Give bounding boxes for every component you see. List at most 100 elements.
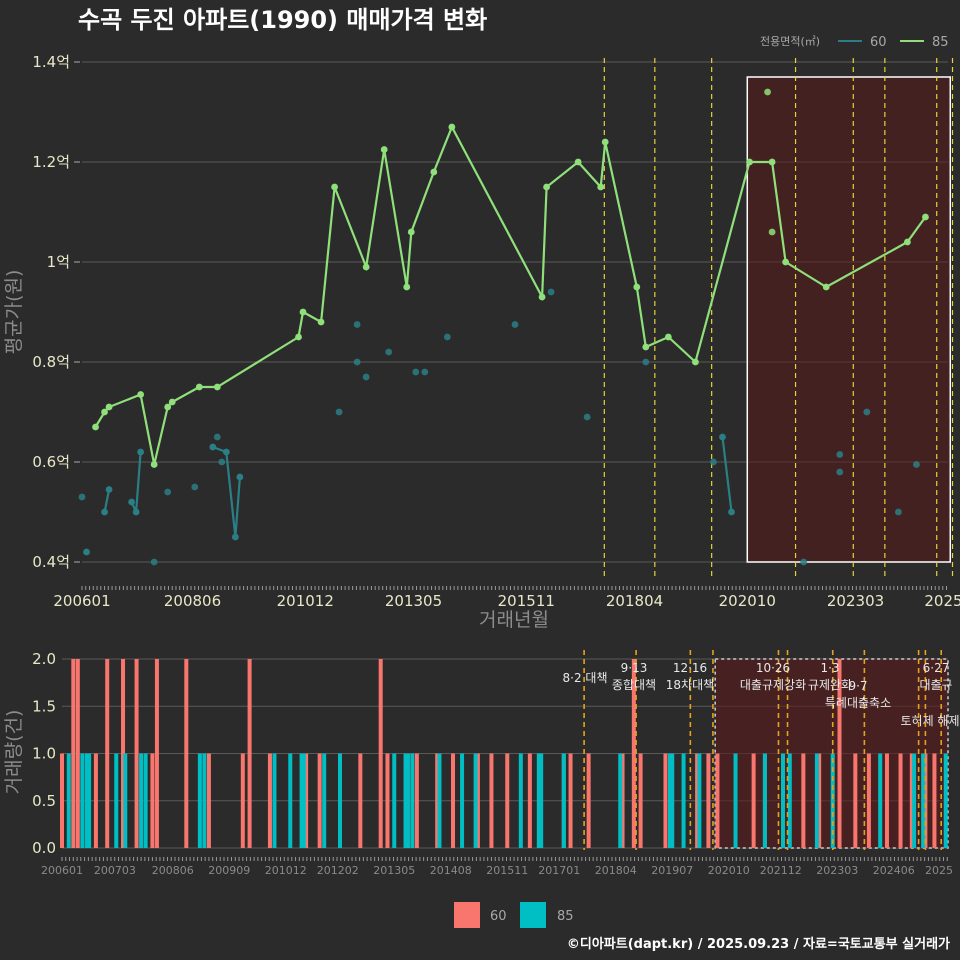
series-85-point <box>538 293 546 301</box>
volume-bar-60 <box>105 659 110 848</box>
price-x-axis-title: 거래년월 <box>479 609 549 631</box>
volume-bar-60 <box>435 753 440 848</box>
series-85-point <box>543 183 550 191</box>
volume-bar-60 <box>853 753 858 848</box>
volume-bar-85 <box>536 753 541 848</box>
price-x-tick-label: 200601 <box>53 592 110 610</box>
volume-bar-60 <box>837 659 842 848</box>
series-85-point <box>764 88 771 96</box>
volume-bar-60 <box>620 753 625 848</box>
volume-y-axis-title: 거래량(건) <box>3 710 25 795</box>
series-60-point <box>511 321 519 328</box>
series-60-point <box>863 408 871 416</box>
series-60-point <box>78 493 86 501</box>
volume-x-tick-label: 2025 <box>925 864 953 877</box>
series-85-point <box>92 423 99 431</box>
series-60-line <box>721 436 733 513</box>
legend-label-60: 60 <box>870 35 887 50</box>
volume-bar-60 <box>378 659 383 848</box>
volume-bar-85 <box>139 753 144 848</box>
series-60-point <box>132 508 140 516</box>
price-y-tick-label: 1.2억 <box>32 153 70 171</box>
series-85-point <box>299 308 307 316</box>
series-85-point <box>137 391 145 398</box>
volume-x-tick-label: 202406 <box>873 864 915 877</box>
price-x-tick-label: 2025 <box>924 592 960 610</box>
volume-bar-60 <box>695 753 700 848</box>
volume-bar-85 <box>338 753 343 848</box>
volume-bar-85 <box>403 753 408 848</box>
series-85-point <box>295 333 302 341</box>
price-y-axis: 0.4억 0.6억 0.8억 1억 1.2억 1.4억 <box>32 53 80 571</box>
policy-annotation-date: 1·3 <box>820 661 839 675</box>
volume-x-tick-label: 200703 <box>94 864 136 877</box>
legend-label-85: 85 <box>932 35 949 50</box>
series-85-point <box>101 408 108 416</box>
volume-x-tick-label: 200806 <box>152 864 194 877</box>
price-x-tick-label: 200806 <box>164 592 221 610</box>
price-y-tick-label: 1.4억 <box>32 53 70 71</box>
volume-bar-60 <box>715 753 720 848</box>
series-60-point <box>209 443 217 451</box>
volume-bar-85 <box>943 753 948 848</box>
volume-bar-85 <box>123 753 128 848</box>
volume-bar-85 <box>912 753 917 848</box>
volume-x-tick-label: 201408 <box>430 864 472 877</box>
volume-bar-60 <box>586 753 591 848</box>
volume-bar-60 <box>527 753 532 848</box>
volume-bar-60 <box>134 659 139 848</box>
series-60-point <box>128 498 136 506</box>
series-85-point <box>380 146 388 153</box>
series-60-line <box>103 489 111 513</box>
volume-x-tick-label: 201804 <box>595 864 637 877</box>
volume-bar-85 <box>830 753 835 848</box>
series-85-point <box>105 403 113 411</box>
legend-volume-label-85: 85 <box>557 909 574 924</box>
volume-panel: 8·2 대책 9·13 종합대책 12·16 18차대책 10·26 대출규제강화 1·3 규제… <box>3 650 960 928</box>
legend-volume-label-60: 60 <box>490 909 507 924</box>
series-85-point <box>822 283 830 291</box>
policy-annotation-label: 특례대출축소 <box>825 696 891 710</box>
volume-bar-85 <box>539 753 544 848</box>
volume-bar-85 <box>299 753 304 848</box>
price-x-tick-label: 202303 <box>827 592 884 610</box>
policy-annotation-date: 9·13 <box>621 661 648 675</box>
series-60-point <box>836 468 844 476</box>
volume-bar-60 <box>505 753 510 848</box>
volume-x-tick-label: 201012 <box>265 864 307 877</box>
series-60-point <box>583 413 591 421</box>
price-x-axis: 200601 200806 201012 201305 201511 201804 2020… <box>53 586 960 610</box>
volume-bar-60 <box>451 753 456 848</box>
price-x-tick-label: 202010 <box>719 592 776 610</box>
policy-annotation-date: 12·16 <box>673 661 707 675</box>
volume-bar-60 <box>932 753 937 848</box>
series-60-point <box>894 508 902 516</box>
volume-bar-60 <box>385 753 390 848</box>
volume-bar-85 <box>114 753 119 848</box>
volume-bar-85 <box>697 753 702 848</box>
volume-x-tick-label: 202010 <box>708 864 750 877</box>
policy-annotation-label: 토허제 해제 <box>900 714 959 728</box>
volume-x-tick-label: 200601 <box>41 864 83 877</box>
series-85-point <box>150 461 158 468</box>
volume-x-tick-label: 201305 <box>373 864 415 877</box>
regulation-highlight-box <box>746 76 952 563</box>
policy-annotation-label: 규제완화 <box>808 678 852 692</box>
series-85-point <box>448 123 456 131</box>
policy-annotation-date: 10·26 <box>756 661 790 675</box>
volume-bar-60 <box>817 753 822 848</box>
volume-bar-60 <box>898 753 903 848</box>
series-85-point <box>164 403 172 411</box>
volume-bar-85 <box>410 753 415 848</box>
volume-bar-85 <box>301 753 306 848</box>
policy-annotation-label: 대출규제강화 <box>740 678 806 692</box>
price-y-tick-label: 1억 <box>47 253 70 271</box>
series-60-point <box>642 358 650 366</box>
policy-annotation-date: 6·27 <box>923 661 950 675</box>
series-60-point <box>800 558 808 566</box>
series-85-point <box>407 228 415 236</box>
volume-x-tick-label: 201202 <box>317 864 359 877</box>
volume-y-tick-label: 2.0 <box>32 650 56 668</box>
volume-bar-85 <box>80 753 85 848</box>
chart-title: 수곡 두진 아파트(1990) 매매가격 변화 <box>78 6 487 34</box>
